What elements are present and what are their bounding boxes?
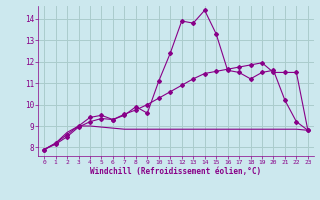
X-axis label: Windchill (Refroidissement éolien,°C): Windchill (Refroidissement éolien,°C)	[91, 167, 261, 176]
